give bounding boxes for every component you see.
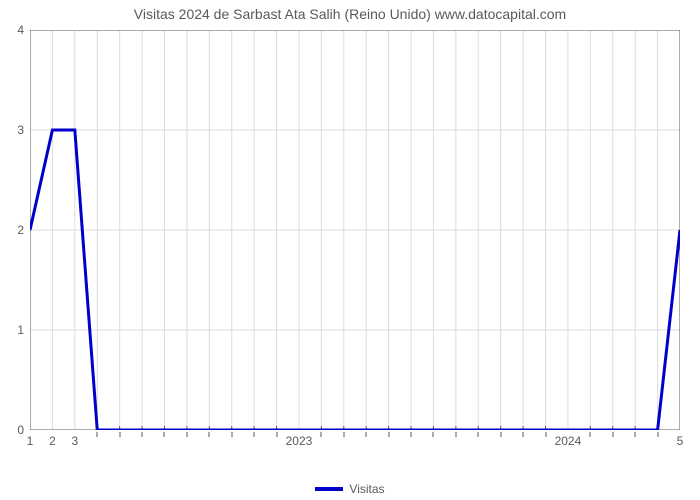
x-minor-tick (186, 432, 187, 437)
y-tick-label: 2 (4, 223, 24, 237)
x-minor-tick (254, 432, 255, 437)
x-minor-tick (411, 432, 412, 437)
x-minor-tick (657, 432, 658, 437)
x-minor-tick (366, 432, 367, 437)
x-minor-tick (500, 432, 501, 437)
x-minor-tick (276, 432, 277, 437)
x-tick-label: 2 (49, 434, 56, 448)
x-minor-tick (388, 432, 389, 437)
x-tick-label: 3 (71, 434, 78, 448)
x-minor-tick (343, 432, 344, 437)
x-minor-tick (455, 432, 456, 437)
x-minor-tick (635, 432, 636, 437)
chart-svg (30, 30, 680, 430)
x-minor-tick (164, 432, 165, 437)
chart-title: Visitas 2024 de Sarbast Ata Salih (Reino… (0, 6, 700, 22)
chart-legend: Visitas (0, 482, 700, 496)
x-minor-tick (612, 432, 613, 437)
y-tick-label: 4 (4, 23, 24, 37)
y-tick-label: 0 (4, 423, 24, 437)
y-tick-label: 1 (4, 323, 24, 337)
x-minor-tick (590, 432, 591, 437)
x-minor-tick (119, 432, 120, 437)
chart-plot-area (30, 30, 680, 430)
x-minor-tick (478, 432, 479, 437)
y-tick-label: 3 (4, 123, 24, 137)
x-minor-tick (321, 432, 322, 437)
x-tick-label: 5 (677, 434, 684, 448)
x-minor-tick (433, 432, 434, 437)
x-minor-tick (545, 432, 546, 437)
legend-swatch (315, 487, 343, 491)
x-minor-tick (231, 432, 232, 437)
legend-label: Visitas (349, 482, 384, 496)
x-tick-label: 2023 (286, 434, 313, 448)
x-minor-tick (523, 432, 524, 437)
x-minor-tick (209, 432, 210, 437)
x-minor-tick (142, 432, 143, 437)
x-tick-label: 2024 (555, 434, 582, 448)
x-tick-label: 1 (27, 434, 34, 448)
x-minor-tick (97, 432, 98, 437)
